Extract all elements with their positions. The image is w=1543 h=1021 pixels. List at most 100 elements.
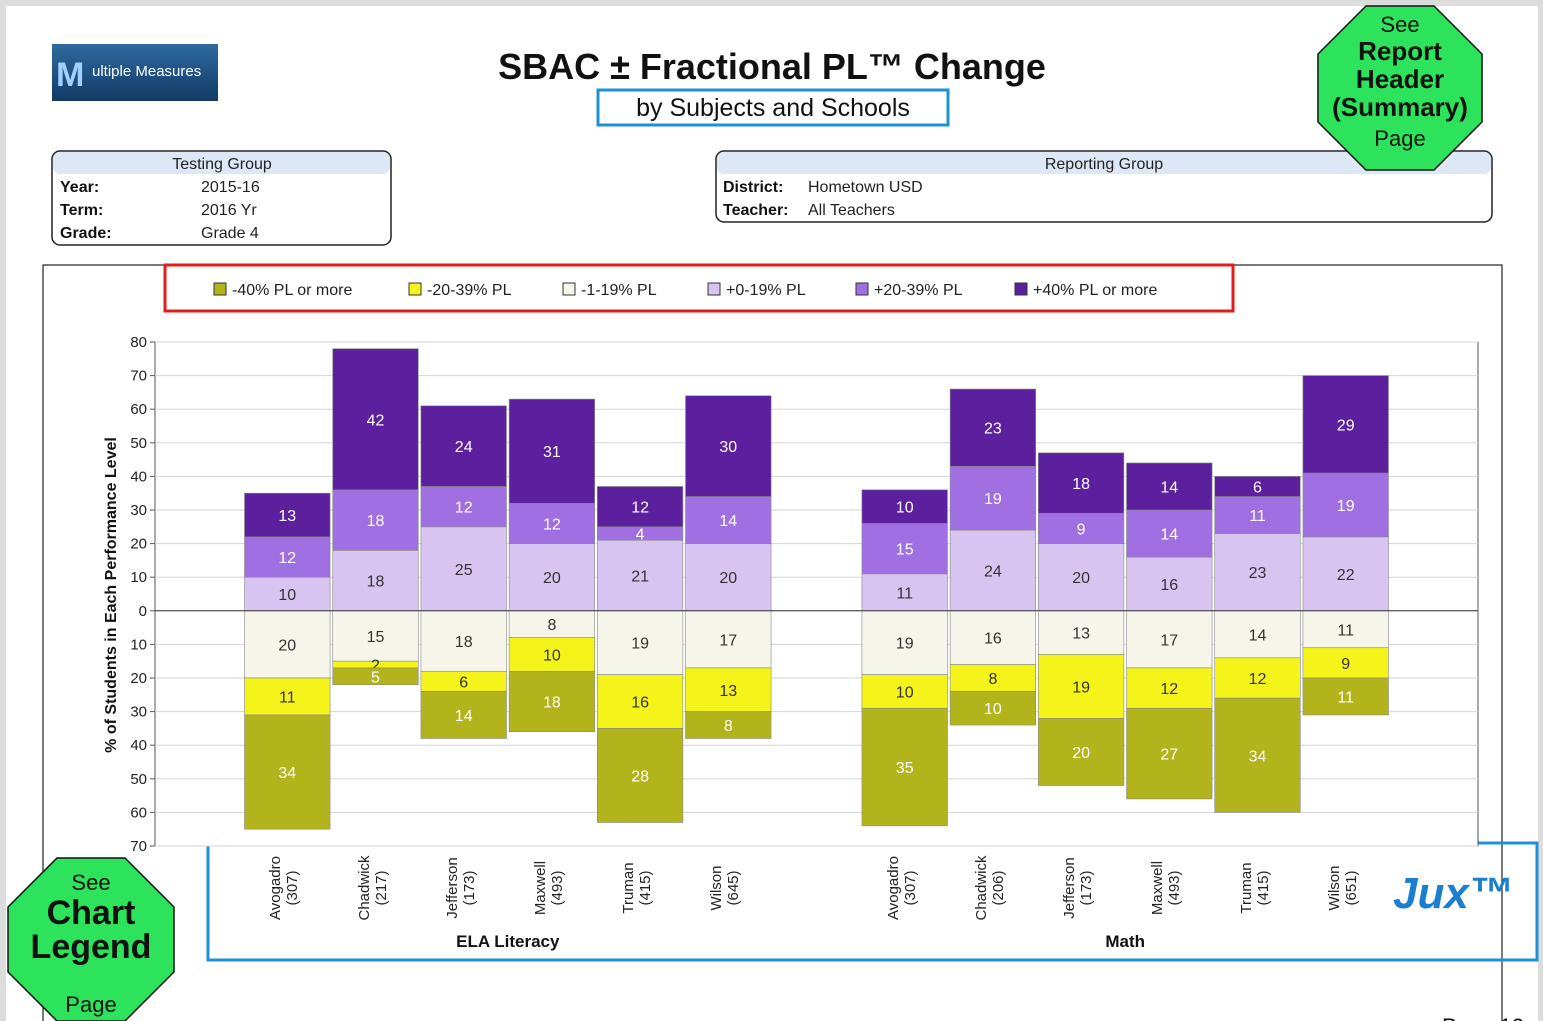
value-label: 18 bbox=[367, 574, 385, 591]
bar-segment bbox=[1038, 543, 1125, 612]
legend-swatch bbox=[562, 282, 576, 296]
bar-segment bbox=[861, 674, 948, 709]
value-label: 8 bbox=[988, 671, 997, 688]
value-label: 12 bbox=[278, 550, 296, 567]
legend-swatch bbox=[213, 282, 227, 296]
badge-see: See bbox=[1380, 12, 1419, 37]
legend-swatch bbox=[707, 282, 721, 296]
bar-segment bbox=[244, 576, 331, 612]
group-label: ELA Literacy bbox=[456, 932, 560, 951]
value-label: 9 bbox=[1077, 521, 1086, 538]
value-label: 2 bbox=[371, 658, 380, 675]
value-label: 20 bbox=[543, 570, 561, 587]
legend-swatch bbox=[855, 282, 869, 296]
badge-chart-legend[interactable] bbox=[7, 857, 175, 1021]
bar-segment bbox=[332, 610, 419, 662]
bar-segment bbox=[1302, 472, 1389, 538]
field-value: Hometown USD bbox=[808, 179, 923, 196]
field-label: District: bbox=[723, 179, 783, 196]
field-label: Teacher: bbox=[723, 202, 789, 219]
title: SBAC ± Fractional PL™ Change bbox=[498, 46, 1046, 87]
x-tick-label: Chadwick (217) bbox=[355, 855, 390, 921]
value-label: 19 bbox=[984, 491, 1002, 508]
badge-line: Legend bbox=[31, 928, 152, 966]
y-tick-label: 0 bbox=[139, 603, 147, 620]
logo-text: ultiple Measures bbox=[92, 63, 201, 80]
legend-label: +20-39% PL bbox=[874, 282, 963, 299]
bar-segment bbox=[949, 388, 1036, 467]
value-label: 24 bbox=[984, 563, 1002, 580]
bar-segment bbox=[244, 610, 331, 679]
value-label: 27 bbox=[1160, 747, 1178, 764]
value-label: 14 bbox=[1160, 479, 1178, 496]
bar-segment bbox=[244, 714, 331, 830]
y-axis-label: % of Students in Each Performance Level bbox=[103, 437, 120, 753]
x-tick-label: Maxwell (493) bbox=[1149, 860, 1184, 916]
value-label: 30 bbox=[719, 439, 737, 456]
bar-segment bbox=[949, 691, 1036, 726]
bar-segment bbox=[685, 496, 772, 544]
bar-segment bbox=[332, 667, 419, 686]
bar-segment bbox=[861, 573, 948, 612]
bar-segment bbox=[1214, 476, 1301, 497]
bar-segment bbox=[244, 677, 331, 716]
value-label: 18 bbox=[455, 634, 473, 651]
bar-segment bbox=[1038, 513, 1125, 544]
legend-label: +40% PL or more bbox=[1033, 282, 1157, 299]
bar-segment bbox=[685, 543, 772, 612]
x-tick-label: Jefferson (173) bbox=[1061, 857, 1096, 919]
badge-report-header[interactable] bbox=[1317, 5, 1483, 171]
bar-segment bbox=[685, 395, 772, 497]
field-value: 2015-16 bbox=[201, 179, 260, 196]
value-label: 12 bbox=[1249, 671, 1267, 688]
value-label: 9 bbox=[1341, 656, 1350, 673]
value-label: 10 bbox=[543, 647, 561, 664]
badge-line: Chart bbox=[47, 894, 136, 932]
bar-segment bbox=[508, 543, 595, 612]
bar-segment bbox=[1038, 452, 1125, 514]
value-label: 28 bbox=[631, 768, 649, 785]
value-label: 19 bbox=[631, 636, 649, 653]
value-label: 17 bbox=[719, 632, 737, 649]
bar-segment bbox=[685, 667, 772, 712]
value-label: 11 bbox=[896, 585, 913, 602]
value-label: 11 bbox=[279, 689, 296, 706]
y-tick-label: 70 bbox=[130, 838, 147, 855]
value-label: 14 bbox=[455, 708, 473, 725]
badge-see: See bbox=[71, 870, 110, 895]
y-tick-label: 50 bbox=[130, 771, 147, 788]
value-label: 13 bbox=[278, 508, 296, 525]
value-label: 29 bbox=[1337, 417, 1355, 434]
value-label: 12 bbox=[543, 516, 561, 533]
group-label: Math bbox=[1105, 932, 1145, 951]
bar-segment bbox=[508, 670, 595, 733]
bar-segment bbox=[1302, 375, 1389, 474]
y-tick-label: 50 bbox=[130, 435, 147, 452]
y-tick-label: 20 bbox=[130, 536, 147, 553]
reporting-title: Reporting Group bbox=[1045, 156, 1163, 173]
value-label: 10 bbox=[896, 500, 914, 517]
y-tick-label: 10 bbox=[130, 569, 147, 586]
brand: Jux™ bbox=[1393, 869, 1513, 918]
logo-mark: M bbox=[56, 56, 84, 94]
bar-segment bbox=[1214, 610, 1301, 659]
value-label: 22 bbox=[1337, 567, 1355, 584]
value-label: 5 bbox=[371, 669, 380, 686]
bar-segment bbox=[861, 523, 948, 575]
field-value: 2016 Yr bbox=[201, 202, 257, 219]
x-tick-label: Truman (415) bbox=[620, 862, 655, 914]
field-value: Grade 4 bbox=[201, 225, 259, 242]
field-value: All Teachers bbox=[808, 202, 895, 219]
value-label: 8 bbox=[724, 718, 733, 735]
value-label: 10 bbox=[278, 587, 296, 604]
bar-segment bbox=[332, 348, 419, 491]
value-label: 16 bbox=[984, 631, 1002, 648]
bar-segment bbox=[949, 664, 1036, 692]
field-label: Year: bbox=[60, 179, 99, 196]
bar-segment bbox=[597, 610, 684, 675]
badge-page: Page bbox=[1374, 126, 1425, 151]
logo-box bbox=[52, 44, 218, 101]
bar-segment bbox=[1126, 509, 1213, 558]
value-label: 17 bbox=[1160, 632, 1178, 649]
